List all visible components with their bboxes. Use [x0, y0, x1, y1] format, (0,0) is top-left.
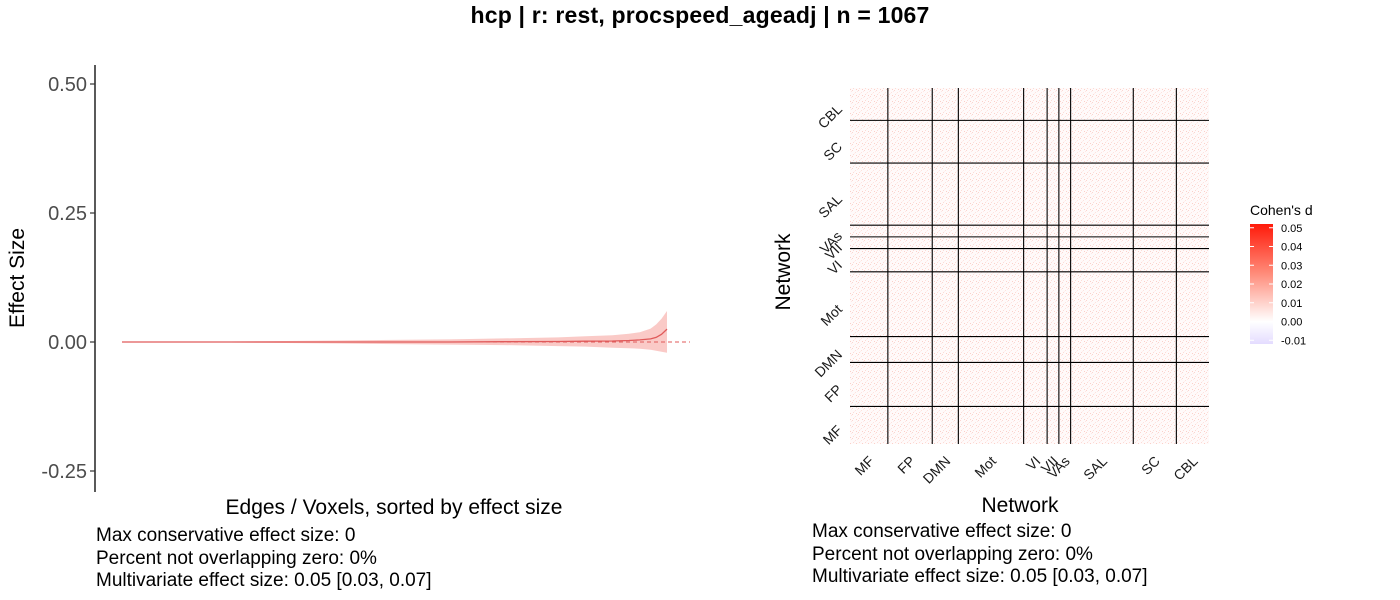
legend-title: Cohen's d: [1250, 202, 1313, 218]
x-axis-label: Edges / Voxels, sorted by effect size: [226, 496, 563, 519]
heatmap-x-axis-label: Network: [981, 494, 1059, 517]
heatmap-y-tick-label: SC: [820, 139, 845, 164]
legend-tick-label: 0.05: [1281, 223, 1302, 235]
color-legend: Cohen's d 0.05 0.04 0.03 0.02 0.01 0.00 -0.01: [1250, 202, 1313, 347]
heatmap-y-tick-label: DMN: [811, 346, 845, 380]
chart-title: hcp | r: rest, procspeed_ageadj | n = 10…: [470, 2, 930, 28]
legend-tick-label: -0.01: [1281, 335, 1306, 347]
heatmap-y-tick-label: Mot: [817, 301, 845, 329]
percent-not-overlapping-text: Percent not overlapping zero: 0%: [96, 547, 377, 569]
heatmap-y-tick-label: CBL: [815, 101, 846, 132]
left-stats: Max conservative effect size: 0 Percent …: [96, 525, 432, 593]
y-tick-label: -0.25: [41, 461, 87, 483]
multivariate-effect-text: Multivariate effect size: 0.05 [0.03, 0.…: [812, 566, 1148, 587]
y-tick-label: 0.25: [48, 203, 87, 225]
y-axis-label: Effect Size: [6, 228, 29, 328]
max-conservative-effect-text: Max conservative effect size: 0: [96, 525, 356, 546]
legend-tick-label: 0.02: [1281, 279, 1302, 291]
max-conservative-effect-text: Max conservative effect size: 0: [812, 521, 1072, 542]
legend-tick-label: 0.03: [1281, 260, 1302, 272]
effect-size-line: [122, 328, 668, 343]
heatmap-x-tick-label: FP: [894, 453, 918, 477]
legend-tick-label: 0.04: [1281, 242, 1302, 254]
legend-tick-label: 0.00: [1281, 317, 1302, 329]
percent-not-overlapping-text: Percent not overlapping zero: 0%: [812, 543, 1093, 565]
legend-colorbar: [1250, 224, 1273, 344]
heatmap-x-tick-label: SAL: [1080, 453, 1110, 483]
heatmap-y-axis-label: Network: [772, 233, 795, 311]
y-tick-label: 0.00: [48, 332, 87, 354]
heatmap-y-tick-label: MF: [820, 422, 846, 448]
heatmap-x-tick-label: MF: [851, 453, 877, 479]
effect-size-plot: -0.25 0.00 0.25 0.50 Edges / Voxels, sorted…: [6, 65, 690, 519]
y-tick-label: 0.50: [48, 74, 87, 96]
heatmap-x-tick-label: SC: [1138, 453, 1163, 478]
multivariate-effect-text: Multivariate effect size: 0.05 [0.03, 0.…: [96, 570, 432, 591]
heatmap-x-tick-label: DMN: [920, 453, 954, 487]
heatmap-background: [850, 88, 1209, 444]
legend-tick-label: 0.01: [1281, 298, 1302, 310]
heatmap-y-tick-label: SAL: [815, 191, 845, 221]
heatmap-x-tick-label: CBL: [1170, 453, 1201, 484]
heatmap-y-tick-label: FP: [821, 381, 845, 405]
heatmap-x-tick-label: Mot: [971, 453, 999, 481]
right-stats: Max conservative effect size: 0 Percent …: [812, 521, 1148, 589]
